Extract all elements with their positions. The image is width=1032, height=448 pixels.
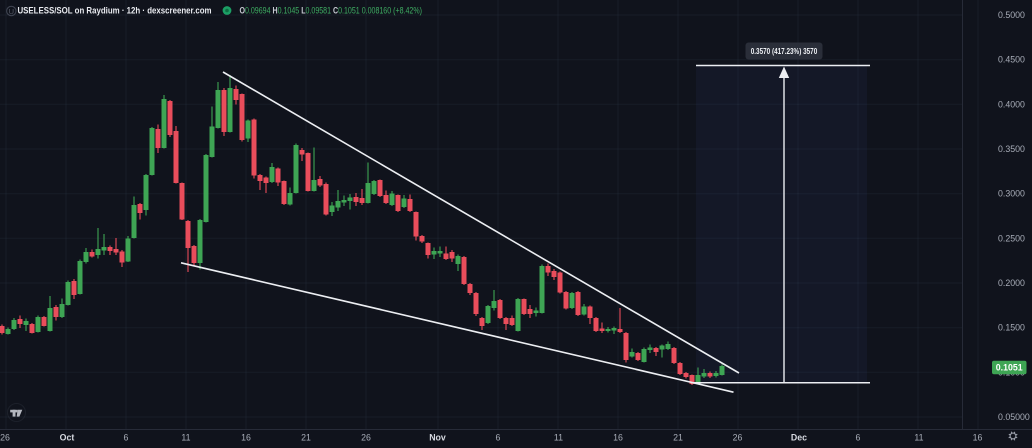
svg-text:16: 16 xyxy=(241,433,251,443)
svg-text:6: 6 xyxy=(856,433,861,443)
svg-text:0.2000: 0.2000 xyxy=(998,278,1025,288)
svg-text:6: 6 xyxy=(124,433,129,443)
svg-text:11: 11 xyxy=(914,433,923,443)
svg-text:26: 26 xyxy=(361,433,371,443)
svg-text:16: 16 xyxy=(973,433,983,443)
svg-text:0.05000: 0.05000 xyxy=(998,412,1030,422)
svg-text:Nov: Nov xyxy=(429,433,446,443)
svg-text:0.3000: 0.3000 xyxy=(998,189,1025,199)
svg-text:0.3500: 0.3500 xyxy=(998,144,1025,154)
svg-text:6: 6 xyxy=(496,433,501,443)
svg-text:11: 11 xyxy=(554,433,563,443)
svg-text:Oct: Oct xyxy=(60,433,75,443)
svg-text:0.1051: 0.1051 xyxy=(996,363,1023,373)
svg-text:16: 16 xyxy=(613,433,623,443)
svg-text:0.1500: 0.1500 xyxy=(998,323,1025,333)
svg-text:26: 26 xyxy=(733,433,743,443)
svg-text:O0.09694 H0.1045 L0.09581 C0.1: O0.09694 H0.1045 L0.09581 C0.1051 0.0081… xyxy=(240,6,423,16)
svg-text:USELESS/SOL on Raydium · 12h ·: USELESS/SOL on Raydium · 12h · dexscreen… xyxy=(18,6,212,16)
svg-text:11: 11 xyxy=(181,433,190,443)
svg-text:0.3570 (417.23%) 3570: 0.3570 (417.23%) 3570 xyxy=(751,46,818,56)
svg-text:21: 21 xyxy=(301,433,311,443)
svg-text:0.2500: 0.2500 xyxy=(998,233,1025,243)
svg-text:0.4000: 0.4000 xyxy=(998,99,1025,109)
svg-text:21: 21 xyxy=(673,433,683,443)
svg-text:Dec: Dec xyxy=(791,433,807,443)
svg-text:U: U xyxy=(9,7,14,16)
svg-text:0.5000: 0.5000 xyxy=(998,10,1025,20)
svg-text:0.4500: 0.4500 xyxy=(998,55,1025,65)
svg-text:26: 26 xyxy=(0,433,10,443)
